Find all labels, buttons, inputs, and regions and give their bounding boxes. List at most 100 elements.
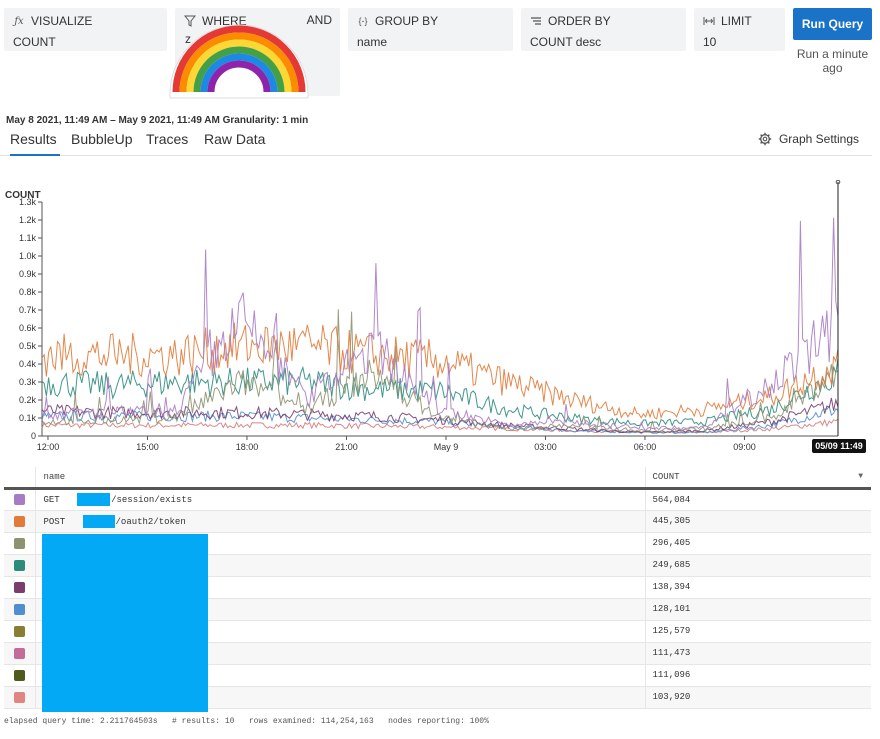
where-operator[interactable]: AND [306,13,332,27]
x-tick-label: 12:00 [37,442,60,452]
cursor-time-label: 05/09 11:49 [815,441,863,451]
row-color-cell [4,686,36,709]
y-tick-label: 1.1k [19,233,37,243]
row-color-cell [4,510,36,533]
y-tick-label: 0.1k [19,413,37,423]
row-path: /session/exists [111,494,193,505]
row-color-cell [4,576,36,599]
redacted-names-block [42,534,208,712]
tab-raw-data[interactable]: Raw Data [204,131,266,147]
row-count: 296,405 [645,532,871,555]
row-name: GET /session/exists [35,488,646,511]
y-tick-label: 0.8k [19,287,37,297]
y-tick-label: 1.0k [19,251,37,261]
row-count: 564,084 [645,488,871,511]
row-method: POST [43,516,71,527]
function-icon: ƒx [14,15,24,27]
table-header-row: name COUNT ▼ [4,467,871,490]
run-time-status: Run a minute ago [796,47,869,75]
column-header-name[interactable]: name [35,467,646,490]
series-color-swatch[interactable] [13,691,25,703]
x-tick-label: 21:00 [335,442,358,452]
swatch-header [4,467,36,490]
filter-icon [184,15,196,27]
limit-bracket-icon [703,15,715,27]
series-color-swatch[interactable] [13,537,25,549]
row-count: 249,685 [645,554,871,577]
braces-icon: {-} [358,16,368,26]
y-tick-label: 0.2k [19,395,37,405]
sort-lines-icon [530,15,542,27]
count-line-chart[interactable]: COUNT 0 0.1k 0.2k 0.3k 0.4k 0.5k 0.6k 0.7k 0.8k 0.… [0,180,880,460]
series-color-swatch[interactable] [13,515,25,527]
series-color-swatch[interactable] [13,625,25,637]
redacted-host [82,514,115,528]
row-color-cell [4,620,36,643]
x-tick-label: 03:00 [534,442,557,452]
series-line[interactable] [41,405,839,435]
row-color-cell [4,554,36,577]
y-tick-label: 0.6k [19,323,37,333]
series-color-swatch[interactable] [13,669,25,681]
sort-desc-icon[interactable]: ▼ [858,471,863,481]
group-by-label: GROUP BY [375,14,439,28]
rainbow-sticker [169,24,309,99]
row-color-cell [4,642,36,665]
row-count: 138,394 [645,576,871,599]
order-by-clause[interactable]: ORDER BY COUNT desc [521,8,686,51]
x-tick-label: May 9 [434,442,459,452]
x-tick-label: 15:00 [136,442,159,452]
table-row[interactable]: GET /session/exists 564,084 [4,488,871,511]
limit-clause[interactable]: LIMIT 10 [694,8,785,51]
gear-icon [758,132,772,146]
series-line[interactable] [41,309,839,433]
redacted-host [77,493,111,506]
graph-settings-button[interactable]: Graph Settings [758,132,859,146]
series-color-swatch[interactable] [13,603,25,615]
column-header-count[interactable]: COUNT ▼ [645,467,871,490]
row-path: /oauth2/token [115,516,186,527]
where-filter-1[interactable]: z [185,32,191,46]
series-line[interactable] [41,322,839,420]
x-tick-label: 06:00 [634,442,657,452]
row-count: 445,305 [645,510,871,533]
row-count: 111,096 [645,664,871,687]
y-tick-label: 0 [31,431,36,441]
series-line[interactable] [41,217,839,432]
row-count: 128,101 [645,598,871,621]
tab-results[interactable]: Results [10,131,60,156]
time-range: May 8 2021, 11:49 AM – May 9 2021, 11:49… [6,115,309,126]
table-row[interactable]: POST /oauth2/token 445,305 [4,510,871,533]
run-query-button[interactable]: Run Query [793,8,872,40]
series-color-swatch[interactable] [13,647,25,659]
query-stats-footer: elapsed query time: 2.211764503s # resul… [4,717,489,726]
y-tick-label: 0.4k [19,359,37,369]
row-color-cell [4,598,36,621]
row-count: 103,920 [645,686,871,709]
y-axis-title: COUNT [5,190,41,201]
series-color-swatch[interactable] [13,559,25,571]
visualize-clause[interactable]: ƒx VISUALIZE COUNT [4,8,167,51]
row-count: 111,473 [645,642,871,665]
visualize-value: COUNT [13,35,56,49]
order-by-label: ORDER BY [548,14,611,28]
order-by-value: COUNT desc [530,35,602,49]
group-by-clause[interactable]: {-} GROUP BY name [348,8,513,51]
series-color-swatch[interactable] [13,581,25,593]
x-tick-label: 09:00 [733,442,756,452]
x-tick-label: 18:00 [236,442,259,452]
row-color-cell [4,488,36,511]
row-count: 125,579 [645,620,871,643]
cursor-label-bg [812,439,866,453]
row-method: GET [43,494,66,505]
row-name: POST /oauth2/token [35,510,646,533]
where-label: WHERE [202,14,247,28]
column-header-count-label: COUNT [652,471,680,482]
tab-bubbleup[interactable]: BubbleUp [71,131,133,147]
y-tick-label: 1.3k [19,197,37,207]
y-tick-label: 0.7k [19,305,37,315]
series-color-swatch[interactable] [13,494,25,505]
cursor-handle-icon[interactable] [835,180,841,185]
tab-traces[interactable]: Traces [146,131,189,147]
row-color-cell [4,532,36,555]
